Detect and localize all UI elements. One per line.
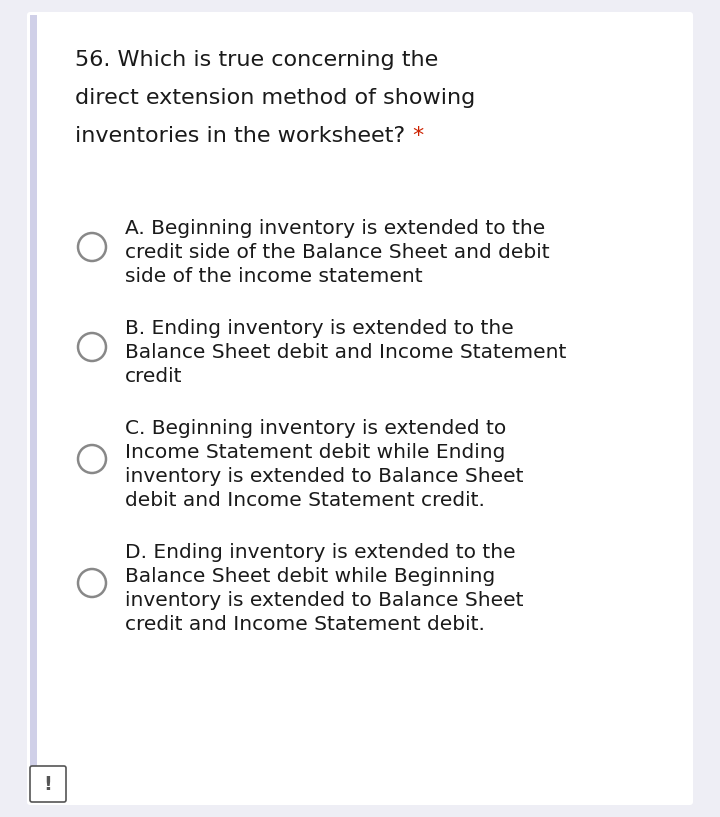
Text: A. Beginning inventory is extended to the: A. Beginning inventory is extended to th… <box>125 219 545 238</box>
Text: credit: credit <box>125 367 182 386</box>
Text: B. Ending inventory is extended to the: B. Ending inventory is extended to the <box>125 319 514 338</box>
Text: side of the income statement: side of the income statement <box>125 267 423 286</box>
Text: credit and Income Statement debit.: credit and Income Statement debit. <box>125 615 485 634</box>
Text: Income Statement debit while Ending: Income Statement debit while Ending <box>125 443 505 462</box>
Bar <box>30 15 37 802</box>
Text: Balance Sheet debit and Income Statement: Balance Sheet debit and Income Statement <box>125 343 567 362</box>
Text: inventories in the worksheet?: inventories in the worksheet? <box>75 126 413 146</box>
Text: direct extension method of showing: direct extension method of showing <box>75 88 475 108</box>
Text: credit side of the Balance Sheet and debit: credit side of the Balance Sheet and deb… <box>125 243 549 262</box>
Text: *: * <box>412 126 423 146</box>
Text: !: ! <box>44 775 53 793</box>
Text: inventory is extended to Balance Sheet: inventory is extended to Balance Sheet <box>125 591 523 610</box>
Text: debit and Income Statement credit.: debit and Income Statement credit. <box>125 491 485 510</box>
Text: 56. Which is true concerning the: 56. Which is true concerning the <box>75 50 438 70</box>
FancyBboxPatch shape <box>30 766 66 802</box>
Text: inventory is extended to Balance Sheet: inventory is extended to Balance Sheet <box>125 467 523 486</box>
Text: C. Beginning inventory is extended to: C. Beginning inventory is extended to <box>125 419 506 438</box>
FancyBboxPatch shape <box>27 12 693 805</box>
Text: Balance Sheet debit while Beginning: Balance Sheet debit while Beginning <box>125 567 495 586</box>
Text: D. Ending inventory is extended to the: D. Ending inventory is extended to the <box>125 543 516 562</box>
